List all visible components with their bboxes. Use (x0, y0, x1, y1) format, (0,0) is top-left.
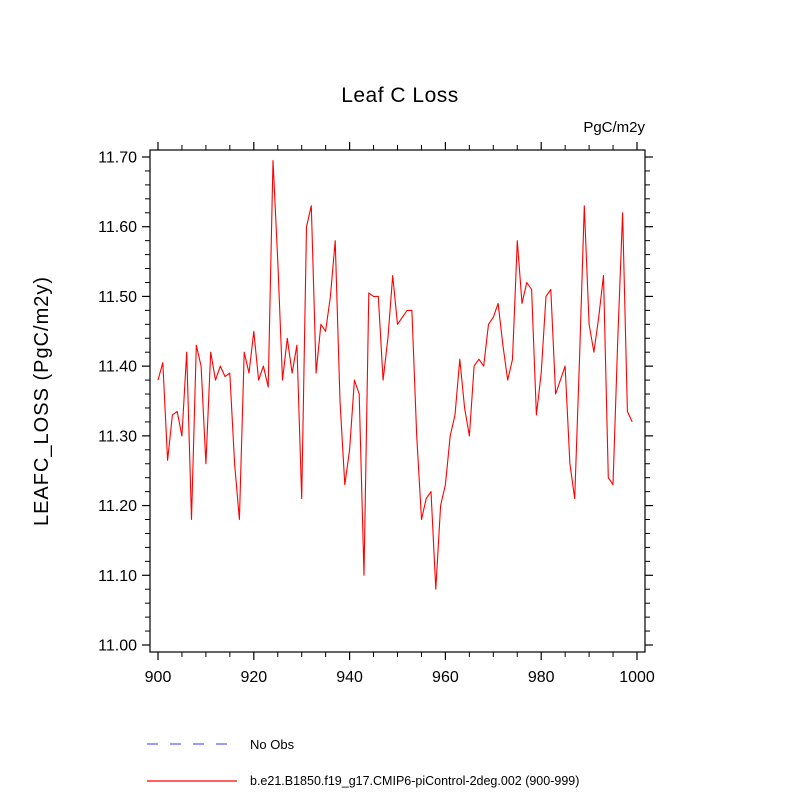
chart-title: Leaf C Loss (341, 84, 459, 107)
y-tick-label: 11.50 (98, 289, 137, 306)
y-tick-label: 11.30 (98, 428, 137, 445)
x-tick-label: 960 (432, 669, 459, 686)
series-line (157, 159, 633, 590)
legend-label-no-obs: No Obs (250, 737, 295, 752)
y-axis-label: LEAFC_LOSS (PgC/m2y) (31, 276, 53, 526)
x-tick-label: 1000 (619, 669, 655, 686)
y-tick-label: 11.00 (98, 638, 137, 655)
y-tick-label: 11.20 (98, 498, 137, 515)
y-tick-label: 11.10 (98, 568, 137, 585)
x-tick-label: 980 (528, 669, 555, 686)
x-tick-label: 900 (145, 669, 172, 686)
y-tick-label: 11.60 (98, 219, 137, 236)
x-tick-label: 940 (336, 669, 363, 686)
units-label: PgC/m2y (583, 119, 645, 136)
y-tick-label: 11.40 (98, 359, 137, 376)
x-tick-label: 920 (240, 669, 267, 686)
plot-frame (149, 149, 646, 653)
legend-label-series: b.e21.B1850.f19_g17.CMIP6-piControl-2deg… (250, 774, 580, 788)
y-tick-label: 11.70 (98, 150, 137, 167)
